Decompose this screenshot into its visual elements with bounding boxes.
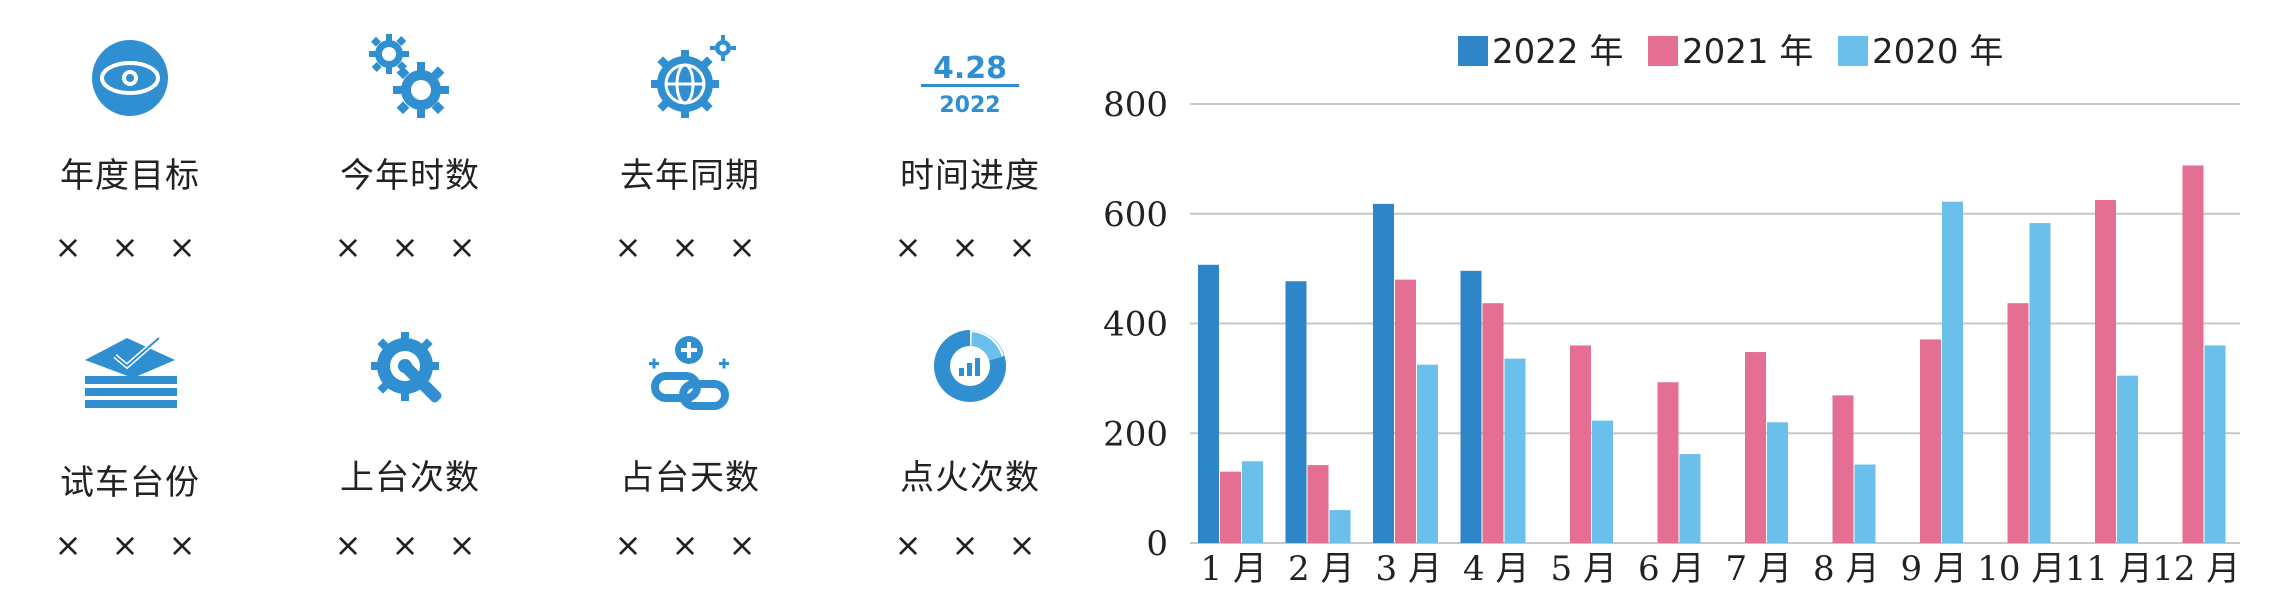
bar [1657, 382, 1679, 543]
legend-swatch [1458, 36, 1488, 66]
stat-label: 时间进度 [900, 156, 1040, 196]
stat-value: × × × [54, 228, 206, 266]
bar [1942, 201, 1963, 544]
stat-card-occupied-days: 占台天数 × × × [560, 300, 820, 570]
bar [1395, 279, 1416, 543]
chart-legend: 2022 年 2021 年 2020 年 [1458, 32, 2003, 72]
bar [2007, 303, 2029, 543]
date-icon: 4.28 2022 [921, 51, 1019, 118]
bar [1745, 352, 1766, 543]
bar [1307, 465, 1329, 543]
bar [1482, 303, 1504, 543]
bar [1767, 422, 1788, 543]
stat-label: 试车台份 [60, 463, 200, 503]
x-tick-label: 2 月 [1288, 549, 1354, 589]
stat-label: 今年时数 [340, 156, 480, 196]
monthly-bar-chart: 2022 年 2021 年 2020 年 0 200 400 600 800 1 月 2 月 3… [1090, 0, 2270, 597]
stat-label: 年度目标 [60, 156, 200, 196]
x-axis-ticks: 1 月 2 月 3 月 4 月 5 月 6 月 7 月 8 月 9 月 10 月 11 月 12 月 [1201, 549, 2241, 589]
stat-card-annual-target: 年度目标 × × × [0, 0, 260, 270]
globe-gear-icon [651, 35, 736, 118]
legend-label: 2021 年 [1682, 32, 1813, 72]
bar [1242, 461, 1263, 543]
x-tick-label: 3 月 [1376, 549, 1442, 589]
chart-bars [1198, 165, 2226, 544]
x-tick-label: 9 月 [1901, 549, 1967, 589]
bar [2029, 223, 2051, 544]
legend-label: 2022 年 [1492, 32, 1623, 72]
bar [1373, 203, 1394, 543]
x-tick-label: 11 月 [2065, 549, 2153, 589]
bar [2095, 200, 2116, 543]
bar [1570, 345, 1591, 543]
stat-label: 点火次数 [900, 458, 1040, 498]
stat-card-last-year-period: 去年同期 × × × [560, 0, 820, 270]
bar [1920, 339, 1941, 543]
wrench-gear-icon [371, 332, 442, 403]
bar [2204, 345, 2226, 543]
stat-card-time-progress: 4.28 2022 时间进度 × × × [840, 0, 1100, 270]
bar [1329, 510, 1351, 543]
x-tick-label: 6 月 [1638, 549, 1704, 589]
bar [1504, 358, 1526, 543]
bar [1417, 364, 1438, 543]
bar [1854, 464, 1876, 543]
bar [1285, 281, 1307, 543]
stat-value: × × × [894, 526, 1046, 564]
bar [1679, 454, 1701, 543]
x-tick-label: 1 月 [1201, 549, 1267, 589]
stat-value: × × × [54, 526, 206, 564]
bar [1220, 471, 1241, 543]
y-tick-label: 800 [1103, 85, 1168, 125]
bar [1832, 395, 1854, 543]
chart-grid [1190, 103, 2240, 544]
bar [1198, 264, 1219, 543]
y-tick-label: 600 [1103, 195, 1168, 235]
stat-card-this-year-hours: 今年时数 × × × [280, 0, 540, 270]
x-tick-label: 10 月 [1977, 549, 2065, 589]
gears-icon [369, 34, 449, 118]
date-icon-year: 2022 [939, 93, 1000, 118]
bar [2117, 375, 2138, 543]
stat-card-ignition-count: 点火次数 × × × [840, 300, 1100, 570]
y-tick-label: 0 [1146, 524, 1168, 564]
stats-panel: 年度目标 × × × [0, 0, 1100, 597]
bar [1460, 270, 1482, 543]
stat-card-mount-count: 上台次数 × × × [280, 300, 540, 570]
chart-svg: 2022 年 2021 年 2020 年 0 200 400 600 800 1 月 2 月 3… [1103, 32, 2241, 589]
eye-icon [92, 40, 168, 116]
stat-card-test-units: 试车台份 × × × [0, 300, 260, 570]
y-tick-label: 200 [1103, 414, 1168, 454]
date-icon-day: 4.28 [933, 51, 1007, 86]
x-tick-label: 7 月 [1726, 549, 1792, 589]
stat-label: 上台次数 [340, 458, 480, 498]
stat-value: × × × [894, 228, 1046, 266]
legend-swatch [1648, 36, 1678, 66]
stat-value: × × × [614, 228, 766, 266]
bar [2182, 165, 2204, 543]
legend-swatch [1838, 36, 1868, 66]
layers-check-icon [85, 336, 177, 408]
y-tick-label: 400 [1103, 305, 1168, 345]
link-plus-icon [649, 336, 729, 410]
legend-label: 2020 年 [1872, 32, 2003, 72]
pie-chart-icon [934, 330, 1006, 402]
stat-label: 占台天数 [620, 458, 760, 498]
y-axis-ticks: 0 200 400 600 800 [1103, 85, 1168, 564]
stat-value: × × × [614, 526, 766, 564]
x-tick-label: 12 月 [2152, 549, 2240, 589]
x-tick-label: 5 月 [1551, 549, 1617, 589]
stat-label: 去年同期 [620, 156, 760, 196]
stat-value: × × × [334, 228, 486, 266]
x-tick-label: 4 月 [1463, 549, 1529, 589]
x-tick-label: 8 月 [1813, 549, 1879, 589]
stat-value: × × × [334, 526, 486, 564]
bar [1592, 420, 1613, 543]
